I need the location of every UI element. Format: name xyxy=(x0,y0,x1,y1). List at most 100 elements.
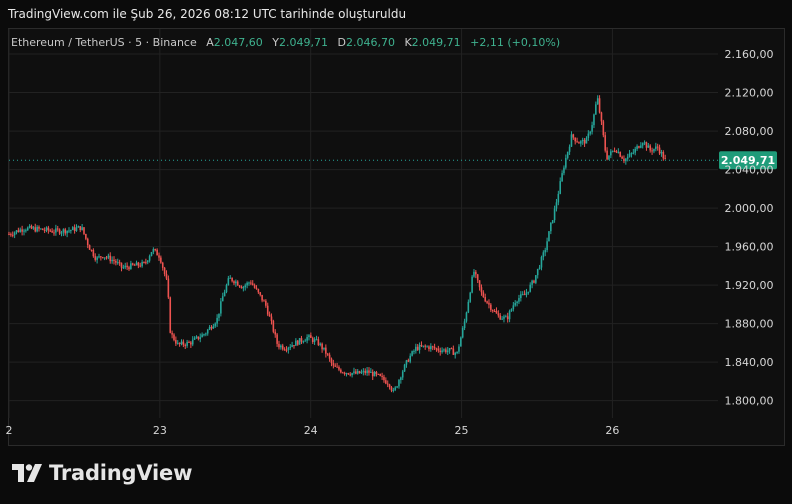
candle-body xyxy=(118,262,121,264)
candle-body xyxy=(274,331,277,335)
candle-body xyxy=(313,339,316,343)
candle-body xyxy=(602,121,605,136)
price-tick-label: 1.840,00 xyxy=(725,356,774,369)
candle-body xyxy=(137,262,140,266)
candle-body xyxy=(23,230,25,232)
price-tick-label: 2.040,00 xyxy=(725,164,774,177)
candle-body xyxy=(221,296,224,302)
change-value: +2,11 (+0,10%) xyxy=(470,36,561,49)
candle-body xyxy=(55,228,57,233)
candle-body xyxy=(418,344,421,350)
candle-body xyxy=(62,229,65,233)
candle-body xyxy=(88,245,91,250)
symbol-legend: Ethereum / TetherUS · 5 · Binance A2.047… xyxy=(11,36,560,49)
time-tick-label: 25 xyxy=(455,424,469,437)
candle-body xyxy=(265,300,267,306)
candle-body xyxy=(617,151,620,153)
candle-body xyxy=(120,262,123,268)
candle-body xyxy=(379,374,382,376)
price-tick-label: 1.880,00 xyxy=(725,318,774,331)
candle-body xyxy=(349,374,352,376)
candle-body xyxy=(415,346,417,351)
candle-body xyxy=(355,371,357,374)
candle-body xyxy=(598,98,601,113)
candle-body xyxy=(469,292,472,302)
candle-body xyxy=(317,339,320,345)
candle-body xyxy=(8,234,10,236)
candle-body xyxy=(510,309,513,312)
candle-body xyxy=(90,249,93,251)
candle-body xyxy=(521,294,524,296)
candle-body xyxy=(176,342,179,344)
price-tick-label: 2.000,00 xyxy=(725,202,774,215)
candle-body xyxy=(407,360,410,362)
candle-body xyxy=(223,292,226,297)
candle-body xyxy=(173,334,175,341)
candle-body xyxy=(653,148,655,152)
candle-body xyxy=(565,157,567,168)
candle-body xyxy=(596,98,599,105)
time-tick-label: 2 xyxy=(6,424,13,437)
candle-body xyxy=(233,281,235,284)
candle-body xyxy=(152,249,155,253)
candle-body xyxy=(135,262,138,266)
candle-body xyxy=(278,343,280,348)
candle-body xyxy=(362,370,365,373)
candle-body xyxy=(390,387,393,391)
price-tick-label: 1.920,00 xyxy=(725,279,774,292)
candle-body xyxy=(512,305,515,310)
candle-body xyxy=(516,301,518,304)
candle-body xyxy=(47,227,50,231)
candle-body xyxy=(570,134,573,147)
candle-body xyxy=(71,227,74,231)
candle-body xyxy=(478,280,481,288)
candle-body xyxy=(250,282,252,284)
candle-body xyxy=(424,345,427,347)
candle-body xyxy=(270,316,273,321)
candle-body xyxy=(281,345,284,350)
candle-body xyxy=(92,250,95,257)
candle-body xyxy=(113,259,115,262)
candle-body xyxy=(293,345,295,347)
close-label: K xyxy=(404,36,412,49)
tradingview-logo[interactable]: TradingView xyxy=(12,461,192,485)
candle-body xyxy=(356,371,359,374)
candle-body xyxy=(413,350,415,352)
candle-body xyxy=(244,285,247,288)
candle-body xyxy=(366,370,368,374)
candle-body xyxy=(11,234,14,236)
candle-body xyxy=(501,318,503,320)
candle-body xyxy=(75,227,78,231)
candle-body xyxy=(175,340,177,344)
candle-body xyxy=(51,230,53,233)
candle-body xyxy=(497,313,500,316)
symbol-name[interactable]: Ethereum / TetherUS · 5 · Binance xyxy=(11,36,197,49)
candle-body xyxy=(531,280,533,285)
candle-body xyxy=(398,380,400,387)
candle-body xyxy=(446,350,449,353)
candle-body xyxy=(656,146,659,148)
candle-body xyxy=(19,229,22,233)
candle-body xyxy=(169,297,172,333)
candle-body xyxy=(68,230,70,232)
candle-body xyxy=(471,276,473,293)
candle-body xyxy=(334,365,337,367)
candle-body xyxy=(53,232,55,234)
candle-body xyxy=(133,264,136,266)
candle-body xyxy=(403,364,406,372)
candle-body xyxy=(66,230,68,234)
chart-panel[interactable] xyxy=(8,28,785,446)
candle-body xyxy=(437,348,440,351)
candle-body xyxy=(555,202,558,209)
candle-body xyxy=(445,349,447,353)
candle-body xyxy=(85,233,87,239)
candle-body xyxy=(45,227,48,231)
candle-body xyxy=(216,317,218,324)
price-axis: 2.160,00 2.120,00 2.080,00 2.040,00 2.000,00… xyxy=(725,48,774,408)
candle-body xyxy=(101,257,104,259)
candle-body xyxy=(375,371,378,374)
tradingview-logo-text: TradingView xyxy=(49,461,193,485)
candle-body xyxy=(527,291,530,293)
candle-body xyxy=(242,287,245,289)
